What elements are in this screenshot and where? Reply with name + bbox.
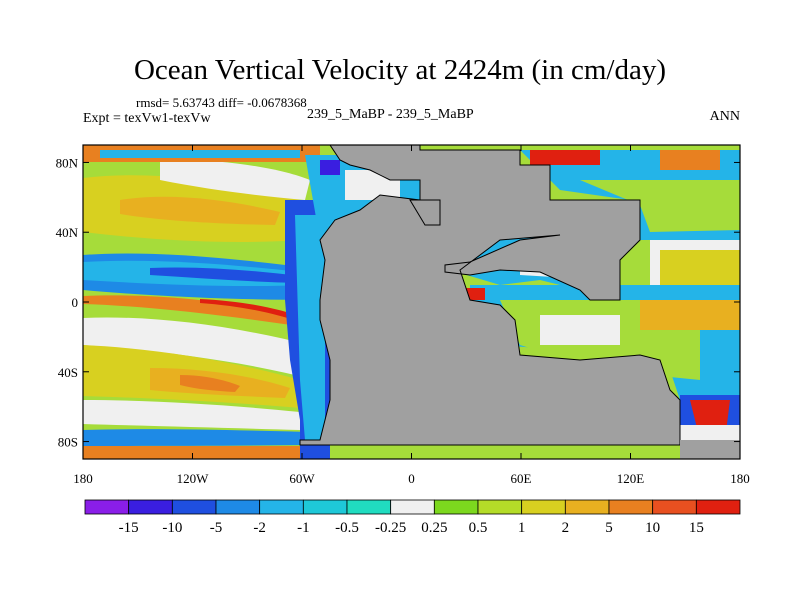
colorbar-swatch bbox=[695, 499, 741, 515]
stats-text: rmsd= 5.63743 diff= -0.0678368 bbox=[136, 95, 307, 110]
colorbar-label: 0.5 bbox=[469, 520, 488, 536]
field-band-north-orange bbox=[120, 196, 280, 225]
field-white-north bbox=[160, 159, 310, 200]
field-pacific-boundary-cyan bbox=[295, 215, 325, 440]
colorbar-label: -0.5 bbox=[335, 520, 359, 536]
field-indian-white bbox=[540, 315, 620, 345]
colorbar-swatch bbox=[346, 499, 392, 515]
colorbar-label: -10 bbox=[162, 520, 182, 536]
x-tick-label: 120E bbox=[617, 471, 645, 486]
colorbar-label: 2 bbox=[562, 520, 570, 536]
field-white-far-south bbox=[83, 400, 300, 430]
field-band-equator-dark bbox=[150, 267, 300, 283]
colorbar-swatch bbox=[259, 499, 304, 515]
season-label: ANN bbox=[709, 109, 740, 124]
colorbar-label: -15 bbox=[119, 520, 139, 536]
y-tick-label: 80S bbox=[58, 435, 78, 450]
colorbar-swatch bbox=[652, 499, 697, 515]
y-tick-label: 40S bbox=[58, 365, 78, 380]
field-indian-red bbox=[465, 288, 485, 300]
colorbar-swatch bbox=[84, 499, 130, 515]
field-core-south-orange bbox=[180, 375, 240, 392]
x-tick-label: 120W bbox=[177, 471, 210, 486]
y-tick-label: 40N bbox=[56, 225, 79, 240]
field-band-equator-red bbox=[200, 299, 305, 322]
colorbar-label: 0.25 bbox=[421, 520, 447, 536]
colorbar-label: -0.25 bbox=[375, 520, 406, 536]
colorbar-swatch bbox=[608, 499, 654, 515]
colorbar-swatch bbox=[302, 499, 348, 515]
colorbar-label: 1 bbox=[518, 520, 526, 536]
field-east-north-green bbox=[580, 180, 740, 232]
field-band-southern-ocean bbox=[83, 429, 310, 446]
field-band-polar-south bbox=[83, 446, 310, 459]
x-tick-label: 180 bbox=[73, 471, 93, 486]
field-white-south bbox=[83, 317, 315, 380]
x-tick-label: 60E bbox=[511, 471, 532, 486]
x-tick-label: 0 bbox=[408, 471, 415, 486]
colorbar-swatch bbox=[390, 499, 435, 515]
field-north-atlantic-purple bbox=[320, 160, 340, 175]
colorbar-swatch bbox=[171, 499, 217, 515]
colorbar-label: -5 bbox=[210, 520, 223, 536]
land-antarctic-strip bbox=[680, 440, 740, 459]
field-east-north-orange bbox=[660, 150, 720, 170]
colorbar-swatch bbox=[564, 499, 610, 515]
x-tick-label: 180 bbox=[730, 471, 750, 486]
colorbar-label: 5 bbox=[605, 520, 613, 536]
x-tick-label: 60W bbox=[289, 471, 315, 486]
experiment-label: Expt = texVw1-texVw bbox=[83, 111, 211, 126]
chart-title: Ocean Vertical Velocity at 2424m (in cm/… bbox=[133, 54, 667, 86]
field-east-north-red bbox=[530, 150, 600, 165]
land-supercontinent bbox=[299, 145, 681, 446]
colorbar-label: 15 bbox=[689, 520, 704, 536]
field-indian-orange bbox=[640, 300, 740, 330]
y-tick-label: 80N bbox=[56, 155, 79, 170]
field-band-equator-orange bbox=[83, 295, 312, 328]
colorbar-swatch bbox=[128, 499, 173, 515]
colorbar-label: 10 bbox=[645, 520, 660, 536]
y-axis: 80N 40N 0 40S 80S bbox=[56, 155, 740, 450]
field-arctic-cyan bbox=[100, 150, 300, 158]
case-label: 239_5_MaBP - 239_5_MaBP bbox=[307, 107, 474, 122]
colorbar-swatch bbox=[433, 499, 479, 515]
colorbar: -15 -10 -5 -2 -1 -0.5 -0.25 0.25 0.5 1 2 5 10 15 bbox=[84, 499, 741, 536]
colorbar-swatch bbox=[477, 499, 523, 515]
land-interior-mountains bbox=[409, 199, 441, 226]
field-east-north-yellow bbox=[660, 250, 740, 290]
velocity-field bbox=[83, 145, 740, 459]
colorbar-swatch bbox=[215, 499, 261, 515]
x-axis: 180 120W 60W 0 60E 120E 180 bbox=[73, 145, 750, 486]
colorbar-label: -1 bbox=[297, 520, 310, 536]
colorbar-label: -2 bbox=[253, 520, 266, 536]
colorbar-swatch bbox=[521, 499, 566, 515]
y-tick-label: 0 bbox=[72, 295, 79, 310]
